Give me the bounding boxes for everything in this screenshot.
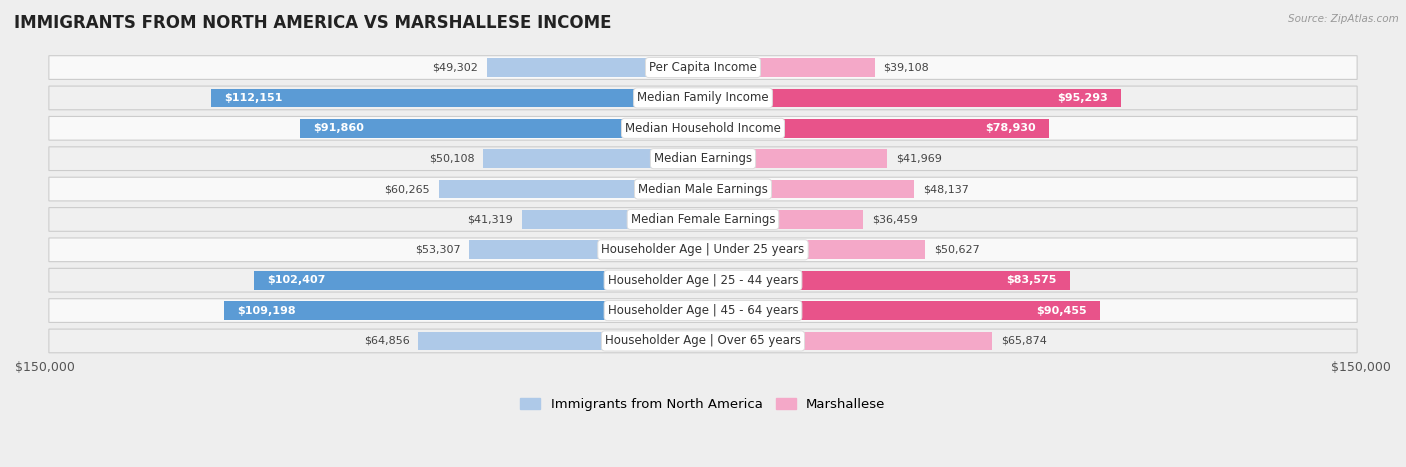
Text: $41,319: $41,319 (467, 214, 513, 225)
Text: $78,930: $78,930 (986, 123, 1036, 133)
Text: $48,137: $48,137 (922, 184, 969, 194)
Bar (470, 241, 703, 259)
Text: $102,407: $102,407 (267, 275, 325, 285)
Text: $41,969: $41,969 (896, 154, 942, 163)
Text: Householder Age | Under 25 years: Householder Age | Under 25 years (602, 243, 804, 256)
Bar (703, 210, 863, 229)
Bar (439, 180, 703, 198)
Text: Source: ZipAtlas.com: Source: ZipAtlas.com (1288, 14, 1399, 24)
FancyBboxPatch shape (49, 208, 1357, 231)
Bar (703, 119, 1049, 138)
Bar (522, 210, 703, 229)
Bar (486, 58, 703, 77)
Bar (703, 301, 1099, 320)
FancyBboxPatch shape (49, 269, 1357, 292)
Text: $64,856: $64,856 (364, 336, 409, 346)
Bar (703, 241, 925, 259)
FancyBboxPatch shape (49, 86, 1357, 110)
Bar (211, 89, 703, 107)
Bar (703, 89, 1121, 107)
Bar (484, 149, 703, 168)
Bar (224, 301, 703, 320)
Text: Per Capita Income: Per Capita Income (650, 61, 756, 74)
Text: Median Family Income: Median Family Income (637, 92, 769, 105)
Text: $50,108: $50,108 (429, 154, 474, 163)
Text: Median Earnings: Median Earnings (654, 152, 752, 165)
Bar (703, 149, 887, 168)
Text: $91,860: $91,860 (314, 123, 364, 133)
Text: Householder Age | 25 - 44 years: Householder Age | 25 - 44 years (607, 274, 799, 287)
Text: $109,198: $109,198 (238, 305, 295, 316)
Text: $36,459: $36,459 (872, 214, 918, 225)
Text: Householder Age | 45 - 64 years: Householder Age | 45 - 64 years (607, 304, 799, 317)
Text: $83,575: $83,575 (1007, 275, 1056, 285)
Bar (703, 180, 914, 198)
Text: $39,108: $39,108 (883, 63, 929, 72)
Text: IMMIGRANTS FROM NORTH AMERICA VS MARSHALLESE INCOME: IMMIGRANTS FROM NORTH AMERICA VS MARSHAL… (14, 14, 612, 32)
Text: $90,455: $90,455 (1036, 305, 1087, 316)
Bar (703, 271, 1070, 290)
Text: $49,302: $49,302 (432, 63, 478, 72)
Bar (299, 119, 703, 138)
FancyBboxPatch shape (49, 56, 1357, 79)
FancyBboxPatch shape (49, 238, 1357, 262)
Text: $60,265: $60,265 (384, 184, 430, 194)
Bar (703, 58, 875, 77)
Text: Median Female Earnings: Median Female Earnings (631, 213, 775, 226)
Text: $65,874: $65,874 (1001, 336, 1046, 346)
Text: Median Male Earnings: Median Male Earnings (638, 183, 768, 196)
FancyBboxPatch shape (49, 116, 1357, 140)
Text: $50,627: $50,627 (934, 245, 980, 255)
Text: Householder Age | Over 65 years: Householder Age | Over 65 years (605, 334, 801, 347)
Legend: Immigrants from North America, Marshallese: Immigrants from North America, Marshalle… (515, 392, 891, 417)
Bar (703, 332, 993, 350)
Bar (419, 332, 703, 350)
Text: $53,307: $53,307 (415, 245, 460, 255)
FancyBboxPatch shape (49, 177, 1357, 201)
FancyBboxPatch shape (49, 147, 1357, 170)
Text: $95,293: $95,293 (1057, 93, 1108, 103)
Bar (253, 271, 703, 290)
FancyBboxPatch shape (49, 329, 1357, 353)
Text: Median Household Income: Median Household Income (626, 122, 780, 135)
FancyBboxPatch shape (49, 299, 1357, 322)
Text: $112,151: $112,151 (224, 93, 283, 103)
